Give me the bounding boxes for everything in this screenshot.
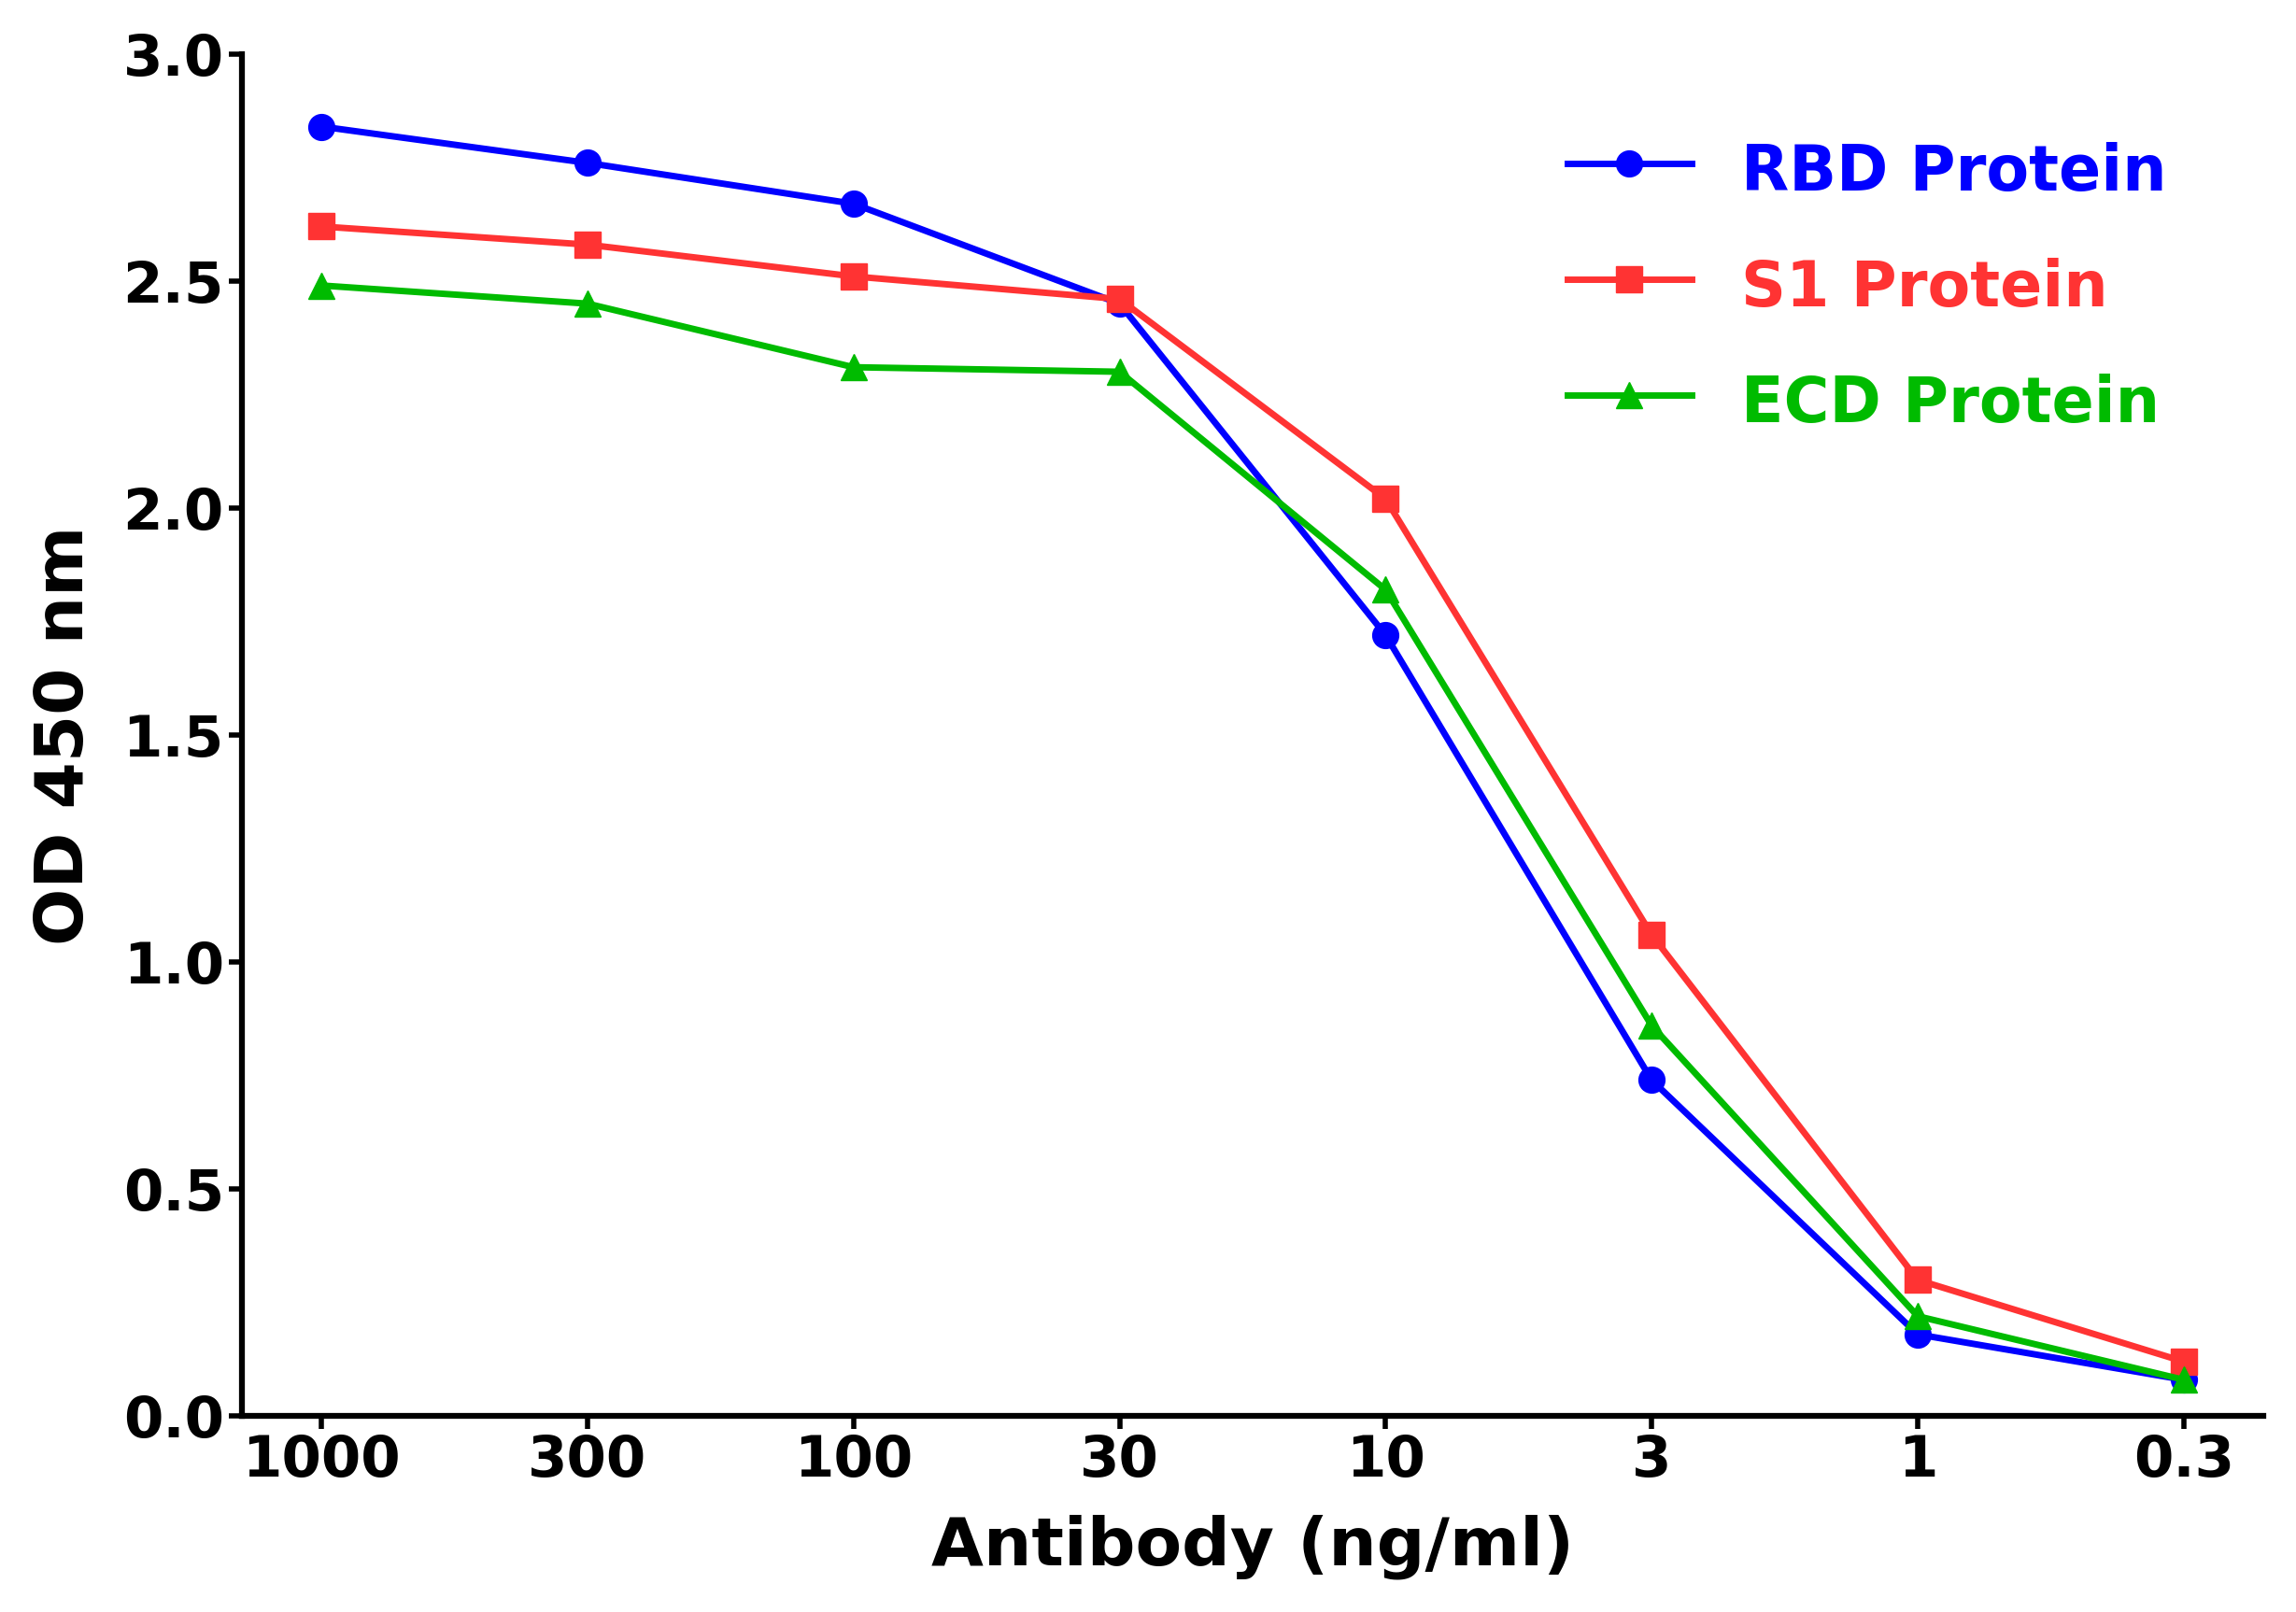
RBD Protein <box>1371 625 1398 645</box>
S1 Protein <box>308 216 335 235</box>
Line: ECD Protein: ECD Protein <box>308 272 2197 1393</box>
ECD Protein <box>1637 1016 1665 1035</box>
RBD Protein <box>2170 1370 2197 1390</box>
S1 Protein <box>1637 925 1665 945</box>
ECD Protein <box>1107 363 1134 382</box>
ECD Protein <box>574 293 602 313</box>
RBD Protein <box>308 118 335 137</box>
ECD Protein <box>1371 580 1398 600</box>
X-axis label: Antibody (ng/ml): Antibody (ng/ml) <box>932 1515 1575 1580</box>
Line: S1 Protein: S1 Protein <box>308 213 2197 1375</box>
ECD Protein <box>840 358 868 377</box>
RBD Protein <box>1107 293 1134 313</box>
RBD Protein <box>1903 1325 1931 1344</box>
S1 Protein <box>840 266 868 285</box>
RBD Protein <box>840 193 868 213</box>
RBD Protein <box>574 153 602 172</box>
ECD Protein <box>308 276 335 295</box>
S1 Protein <box>1903 1270 1931 1290</box>
ECD Protein <box>1903 1307 1931 1327</box>
S1 Protein <box>2170 1352 2197 1372</box>
S1 Protein <box>574 235 602 255</box>
RBD Protein <box>1637 1070 1665 1090</box>
Line: RBD Protein: RBD Protein <box>308 113 2197 1393</box>
Legend: RBD Protein, S1 Protein, ECD Protein: RBD Protein, S1 Protein, ECD Protein <box>1543 113 2193 459</box>
S1 Protein <box>1107 290 1134 310</box>
Y-axis label: OD 450 nm: OD 450 nm <box>32 526 96 945</box>
S1 Protein <box>1371 488 1398 508</box>
ECD Protein <box>2170 1370 2197 1390</box>
